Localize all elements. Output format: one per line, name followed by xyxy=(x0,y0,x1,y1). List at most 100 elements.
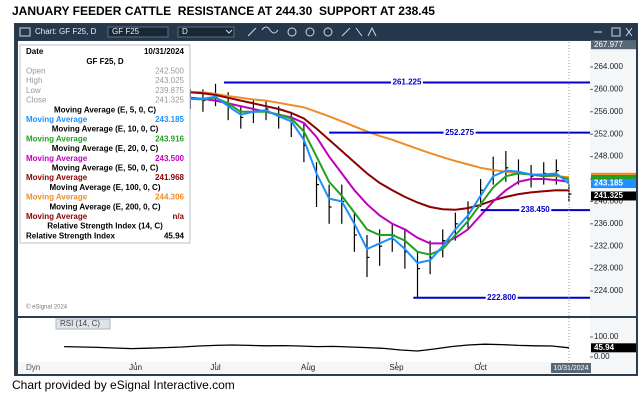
dw-indicator-value: 243.916 xyxy=(155,134,184,143)
dw-symbol: GF F25, D xyxy=(86,57,124,66)
interval-text: D xyxy=(182,27,188,36)
dw-indicator-label: Moving Average xyxy=(26,134,88,143)
dw-indicator-value: 45.94 xyxy=(164,231,185,240)
value-box xyxy=(591,191,636,201)
value-box-label: 45.94 xyxy=(594,343,615,352)
dw-indicator-label: Moving Average xyxy=(26,212,88,221)
time-axis-bg xyxy=(18,362,636,374)
dw-date-label: Date xyxy=(26,47,44,56)
plot-layer: 224.000228.000232.000236.000240.000244.0… xyxy=(55,40,636,373)
level-label-bg xyxy=(390,77,423,88)
page-title: JANUARY FEEDER CATTLE RESISTANCE AT 244.… xyxy=(12,4,435,18)
y-tick-label: 224.000 xyxy=(594,286,623,295)
dw-indicator-header: Moving Average (E, 100, 0, C) xyxy=(50,183,161,192)
level-label: 261.225 xyxy=(393,78,422,87)
value-box xyxy=(591,343,636,353)
cursor-box xyxy=(591,40,636,50)
y-tick-label: 260.000 xyxy=(594,84,623,93)
tool-icons[interactable] xyxy=(341,26,377,37)
dyn-label: Dyn xyxy=(26,363,40,372)
x-tick-label: Sep xyxy=(389,363,404,372)
y-tick-label: 100.00 xyxy=(594,332,619,341)
data-window: Date 10/31/2024 GF F25, D Open 242.500 High 24… xyxy=(19,44,191,244)
moving-average-line xyxy=(190,96,570,245)
dw-indicator-header: Moving Average (E, 10, 0, C) xyxy=(52,125,159,134)
dw-ohlc-label: Open xyxy=(26,67,46,76)
y-tick-label: 248.000 xyxy=(594,152,623,161)
level-label: 222.800 xyxy=(487,293,516,302)
rsi-axis-bg xyxy=(590,318,636,362)
y-tick-label: 264.000 xyxy=(594,62,623,71)
level-label-bg xyxy=(485,292,518,303)
value-box-label: 241.325 xyxy=(594,191,623,200)
y-tick-label: 0.00 xyxy=(594,352,610,361)
y-tick-label: 236.000 xyxy=(594,219,623,228)
x-tick-label: Jun xyxy=(129,363,142,372)
value-box xyxy=(591,179,636,189)
date-marker-bg xyxy=(550,363,591,373)
dw-ohlc-value: 243.025 xyxy=(155,76,184,85)
dropdown-arrow[interactable] xyxy=(225,29,233,34)
value-box-label: 243.185 xyxy=(594,179,623,188)
dw-indicator-value: 244.306 xyxy=(155,193,184,202)
rsi-plot-bg xyxy=(18,318,590,362)
interval-input[interactable] xyxy=(177,26,235,38)
x-tick-label: Jul xyxy=(210,363,220,372)
dw-indicator-value: 243.185 xyxy=(155,115,184,124)
dw-ohlc-label: Close xyxy=(26,96,47,105)
dw-indicator-header: Moving Average (E, 50, 0, C) xyxy=(52,164,159,173)
rsi-line xyxy=(64,343,570,352)
dw-indicator-value: 241.968 xyxy=(155,173,184,182)
dw-indicator-label: Relative Strength Index xyxy=(26,231,115,240)
level-label: 238.450 xyxy=(521,205,550,214)
moving-average-line xyxy=(190,91,570,179)
dw-indicator-label: Moving Average xyxy=(26,193,88,202)
watermark: © eSignal 2024 xyxy=(26,304,68,311)
dw-ohlc-value: 242.500 xyxy=(155,67,184,76)
footer: Chart provided by eSignal Interactive.co… xyxy=(12,378,235,392)
x-tick-label: Oct xyxy=(474,363,487,372)
dw-indicator-header: Moving Average (E, 20, 0, C) xyxy=(52,144,159,153)
dw-ohlc-value: 241.325 xyxy=(155,96,184,105)
y-tick-label: 232.000 xyxy=(594,241,623,250)
dw-indicator-header: Relative Strength Index (14, C) xyxy=(47,222,163,231)
tool-icon[interactable] xyxy=(323,27,333,37)
dw-date: 10/31/2024 xyxy=(144,47,185,56)
toolbar: Chart: GF F25, D GF F25 D xyxy=(15,24,637,40)
dw-indicator-label: Moving Average xyxy=(26,173,88,182)
y-tick-label: 252.000 xyxy=(594,129,623,138)
moving-average-line xyxy=(190,95,570,265)
data-window-bg xyxy=(19,44,191,244)
y-tick-label: 228.000 xyxy=(594,264,623,273)
toolbar-caption: Chart: GF F25, D xyxy=(35,27,97,36)
rsi-title: RSI (14, C) xyxy=(60,319,100,328)
dw-ohlc-label: Low xyxy=(26,86,41,95)
symbol-text: GF F25 xyxy=(112,27,140,36)
chart-icon[interactable] xyxy=(19,27,31,37)
dw-indicator-header: Moving Average (E, 5, 0, C) xyxy=(54,105,156,114)
dw-ohlc-label: High xyxy=(26,76,42,85)
y-tick-label: 240.000 xyxy=(594,197,623,206)
level-label-bg xyxy=(519,205,552,216)
dw-indicator-label: Moving Average xyxy=(26,115,88,124)
y-tick-label: 256.000 xyxy=(594,107,623,116)
tool-icon[interactable] xyxy=(287,27,297,37)
draw-tools[interactable] xyxy=(247,26,279,37)
dw-indicator-label: Moving Average xyxy=(26,154,88,163)
symbol-input[interactable] xyxy=(107,26,169,38)
x-tick-label: Aug xyxy=(301,363,315,372)
dw-indicator-value: 243.500 xyxy=(155,154,184,163)
window-buttons[interactable] xyxy=(594,27,633,37)
level-label: 252.275 xyxy=(445,128,474,137)
moving-average-line xyxy=(190,91,570,211)
tool-icon[interactable] xyxy=(305,27,315,37)
level-label-bg xyxy=(443,127,476,138)
date-marker: 10/31/2024 xyxy=(553,365,588,372)
cursor-label: 267.977 xyxy=(594,40,623,49)
toolbar-bg xyxy=(15,24,637,40)
rsi-title-bg xyxy=(55,318,111,330)
dw-indicator-header: Moving Average (E, 200, 0, C) xyxy=(50,202,161,211)
dw-indicator-value: n/a xyxy=(172,212,184,221)
